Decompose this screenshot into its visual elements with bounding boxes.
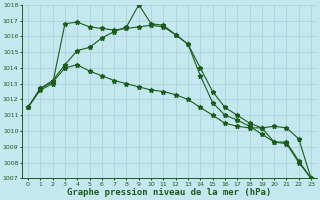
X-axis label: Graphe pression niveau de la mer (hPa): Graphe pression niveau de la mer (hPa) [68,188,272,197]
